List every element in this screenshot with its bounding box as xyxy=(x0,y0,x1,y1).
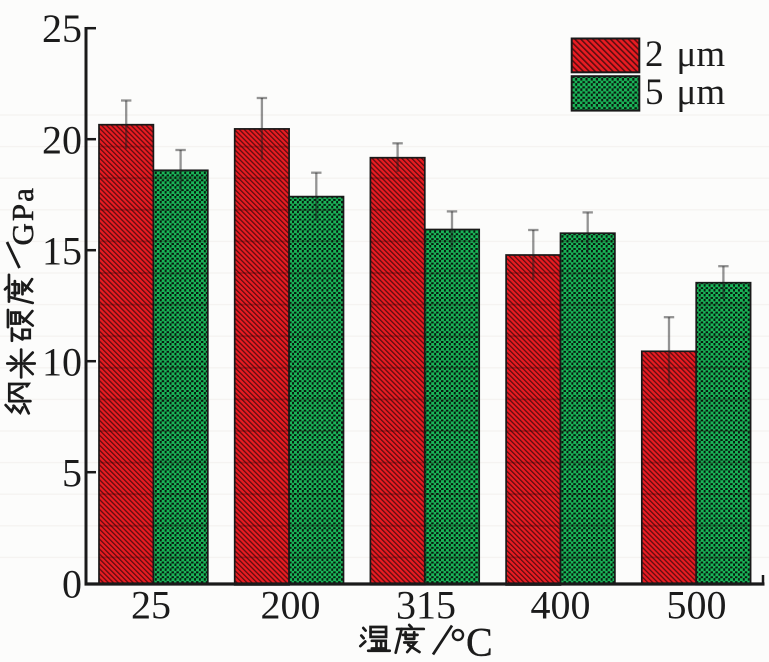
svg-text:5: 5 xyxy=(645,72,664,113)
svg-text:15: 15 xyxy=(42,229,82,274)
svg-text:μm: μm xyxy=(677,72,726,113)
svg-text:°C: °C xyxy=(450,620,493,662)
svg-text:GPa: GPa xyxy=(5,186,40,245)
svg-text:μm: μm xyxy=(677,34,726,75)
svg-text:25: 25 xyxy=(42,6,82,51)
svg-text:400: 400 xyxy=(531,583,591,628)
svg-text:5: 5 xyxy=(62,451,82,496)
svg-text:10: 10 xyxy=(42,340,82,385)
svg-text:200: 200 xyxy=(261,583,321,628)
svg-text:25: 25 xyxy=(131,583,171,628)
svg-text:20: 20 xyxy=(42,118,82,163)
svg-text:500: 500 xyxy=(667,583,727,628)
svg-text:0: 0 xyxy=(62,562,82,607)
svg-text:2: 2 xyxy=(645,34,664,75)
svg-text:315: 315 xyxy=(396,583,456,628)
